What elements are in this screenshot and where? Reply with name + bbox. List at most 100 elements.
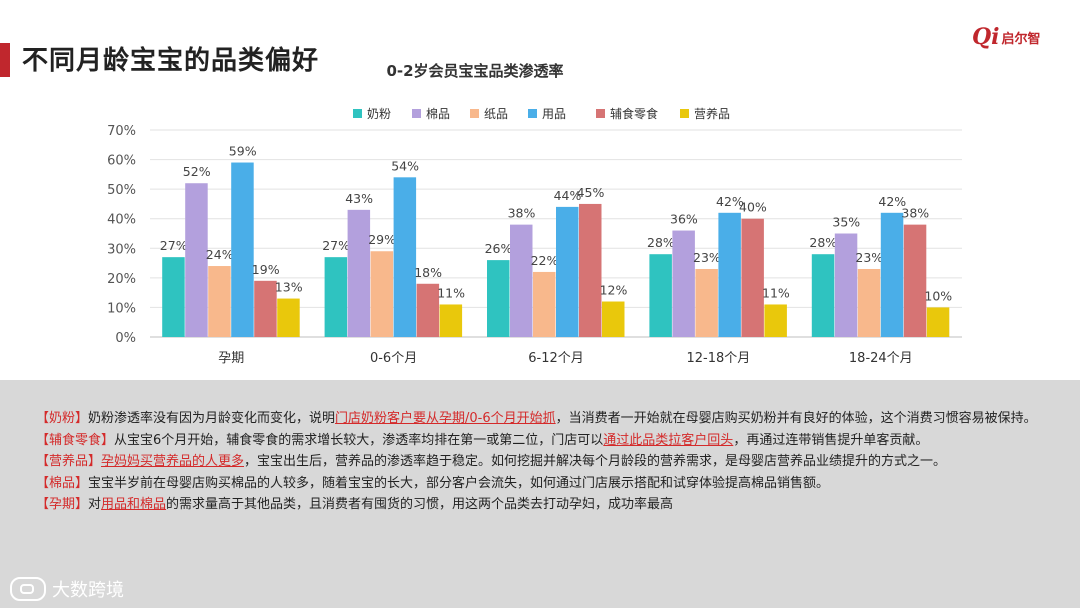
bar-chart: 0-2岁会员宝宝品类渗透率 0% 10% 20% 30% 40% 50% 60% 70% 奶粉 棉品… (107, 62, 962, 366)
bar (277, 298, 300, 337)
bar (347, 209, 371, 337)
chart-svg: 0-2岁会员宝宝品类渗透率 0% 10% 20% 30% 40% 50% 60% 70% 奶粉 棉品… (107, 62, 962, 366)
bar (880, 212, 904, 337)
data-label: 10% (924, 288, 952, 303)
y-tick-label: 50% (107, 183, 136, 198)
bar (649, 254, 672, 337)
note-highlight: 门店奶粉客户要从孕期/0-6个月开始抓 (335, 411, 556, 426)
data-label: 59% (229, 144, 257, 159)
legend-swatch (596, 109, 605, 118)
data-label: 18% (414, 265, 442, 280)
note-item: 【辅食零食】从宝宝6个月开始，辅食零食的需求增长较大，渗透率均排在第一或第二位，… (36, 430, 1046, 452)
bar (185, 183, 208, 337)
x-tick-label: 18-24个月 (849, 351, 913, 366)
legend-swatch (528, 109, 537, 118)
y-tick-label: 20% (107, 272, 136, 287)
chart-title: 0-2岁会员宝宝品类渗透率 (386, 62, 563, 80)
note-item: 【棉品】宝宝半岁前在母婴店购买棉品的人较多，随着宝宝的长大，部分客户会流失，如何… (36, 473, 1046, 495)
notes-panel (0, 380, 1080, 608)
note-text: 从宝宝6个月开始，辅食零食的需求增长较大，渗透率均排在第一或第二位，门店可以 (114, 432, 604, 448)
data-label: 36% (670, 212, 698, 227)
data-label: 28% (647, 235, 675, 250)
legend-label: 棉品 (426, 107, 450, 121)
notes-list: 【奶粉】奶粉渗透率没有因为月龄变化而变化，说明门店奶粉客户要从孕期/0-6个月开… (36, 408, 1046, 516)
legend-label: 辅食零食 (610, 106, 658, 121)
data-label: 26% (485, 241, 513, 256)
bar (254, 280, 277, 337)
data-label: 38% (901, 206, 929, 221)
page-title: 不同月龄宝宝的品类偏好 (22, 46, 320, 76)
bar (672, 230, 695, 337)
data-label: 28% (809, 235, 837, 250)
bar (811, 254, 835, 337)
data-label: 38% (508, 206, 536, 221)
data-label: 23% (693, 250, 721, 265)
bar (926, 307, 950, 337)
note-tag: 【孕期】 (36, 497, 89, 512)
note-highlight: 孕妈妈买营养品的人更多 (101, 454, 245, 469)
note-item: 【孕期】对用品和棉品的需求量高于其他品类，且消费者有囤货的习惯，用这两个品类去打… (36, 494, 1046, 516)
y-tick-label: 70% (107, 124, 136, 139)
legend-label: 用品 (542, 107, 566, 121)
note-text: 宝宝半岁前在母婴店购买棉品的人较多，随着宝宝的长大，部分客户会流失，如何通过门店… (88, 475, 830, 491)
bar (487, 260, 510, 337)
bar (741, 218, 764, 337)
note-tag: 【辅食零食】 (36, 432, 115, 448)
bar (857, 268, 881, 337)
y-tick-label: 60% (107, 154, 136, 169)
data-label: 12% (600, 283, 628, 298)
legend-swatch (353, 109, 362, 118)
data-label: 11% (762, 285, 790, 300)
bar (718, 212, 741, 337)
note-item: 【营养品】孕妈妈买营养品的人更多，宝宝出生后，营养品的渗透率趋于稳定。如何挖掘并… (36, 451, 1046, 473)
bar (510, 224, 533, 337)
data-label: 19% (252, 262, 280, 277)
brand-logo: Qi 启尔智 (972, 24, 1041, 50)
bar (416, 283, 440, 337)
bar (602, 301, 625, 337)
data-label: 45% (577, 185, 605, 200)
footer-brand: 大数跨境 (10, 576, 124, 602)
note-text: 的需求量高于其他品类，且消费者有囤货的习惯，用这两个品类去打动孕妇，成功率最高 (166, 497, 674, 512)
note-text: 对 (88, 497, 102, 512)
bar (579, 203, 602, 337)
data-label: 11% (437, 285, 465, 300)
legend-swatch (412, 109, 421, 118)
y-tick-label: 40% (107, 213, 136, 228)
note-highlight: 通过此品类拉客户回头 (603, 432, 734, 448)
bar (695, 268, 718, 337)
bar (834, 233, 858, 337)
logo-text: 启尔智 (1001, 31, 1041, 47)
note-tag: 【棉品】 (36, 475, 89, 491)
data-label: 54% (391, 158, 419, 173)
x-tick-label: 6-12个月 (528, 351, 584, 366)
bar (764, 304, 787, 337)
data-label: 52% (183, 164, 211, 179)
note-item: 【奶粉】奶粉渗透率没有因为月龄变化而变化，说明门店奶粉客户要从孕期/0-6个月开… (36, 408, 1046, 430)
x-tick-label: 孕期 (218, 351, 244, 366)
legend-label: 纸品 (484, 107, 508, 121)
legend-swatch (470, 109, 479, 118)
bar (370, 251, 394, 337)
note-text: ，再通过连带销售提升单客贡献。 (733, 432, 929, 448)
x-tick-label: 12-18个月 (687, 351, 751, 366)
data-label: 27% (322, 238, 350, 253)
data-label: 42% (878, 194, 906, 209)
data-label: 40% (739, 200, 767, 215)
data-label: 42% (716, 194, 744, 209)
note-text: ，当消费者一开始就在母婴店购买奶粉并有良好的体验，这个消费习惯容易被保持。 (555, 411, 1037, 426)
x-tick-label: 0-6个月 (370, 351, 417, 366)
title-accent-bar (0, 43, 10, 77)
note-tag: 【营养品】 (36, 454, 102, 469)
y-tick-label: 30% (107, 242, 136, 257)
y-tick-label: 10% (107, 301, 136, 316)
legend-label: 奶粉 (367, 107, 391, 121)
bar (439, 304, 463, 337)
y-tick-label: 0% (115, 331, 136, 346)
legend-swatch (680, 109, 689, 118)
footer-brand-text: 大数跨境 (52, 580, 124, 601)
data-label: 22% (531, 253, 559, 268)
note-highlight: 用品和棉品 (101, 497, 167, 512)
bar (162, 257, 185, 337)
bar (903, 224, 927, 337)
